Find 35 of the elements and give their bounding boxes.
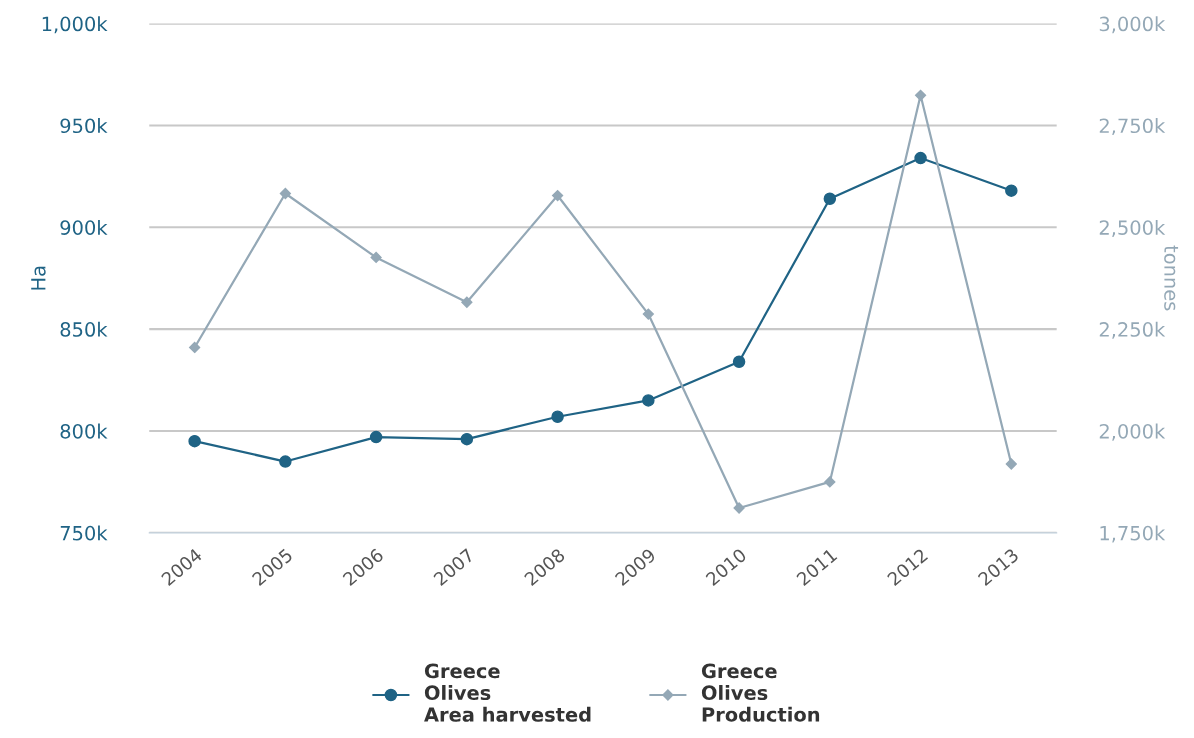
y2-axis-title: tonnes bbox=[1164, 245, 1179, 311]
point bbox=[369, 430, 383, 444]
y-tick-label: 800k bbox=[60, 423, 108, 439]
point bbox=[642, 308, 654, 320]
point bbox=[642, 394, 655, 407]
y2-tick-label: 1,750k bbox=[1100, 525, 1166, 543]
point bbox=[279, 455, 292, 468]
y2-tick-label: 2,250k bbox=[1099, 321, 1166, 339]
y-tick-label: 850k bbox=[60, 321, 108, 337]
y-tick-label: 900k bbox=[60, 219, 108, 235]
point bbox=[914, 89, 927, 101]
legend-label: Greece Olives Area harvested bbox=[424, 663, 591, 722]
y2-tick-label: 2,000k bbox=[1099, 423, 1166, 441]
point bbox=[1005, 458, 1017, 470]
point bbox=[551, 410, 564, 423]
point bbox=[732, 355, 746, 368]
point bbox=[460, 432, 474, 446]
y2-tick-label: 3,000k bbox=[1099, 16, 1166, 34]
point bbox=[279, 187, 291, 200]
y2-tick-label: 2,500k bbox=[1099, 219, 1166, 237]
y-axis-title: Ha bbox=[31, 266, 46, 290]
point bbox=[370, 251, 382, 264]
point bbox=[188, 434, 201, 448]
legend-label: Greece Olives Production bbox=[701, 663, 820, 722]
y-tick-label: 950k bbox=[60, 118, 108, 134]
y2-tick-label: 2,750k bbox=[1099, 118, 1166, 136]
point bbox=[189, 341, 201, 354]
point bbox=[1005, 184, 1018, 197]
y-tick-label: 750k bbox=[60, 525, 108, 541]
point bbox=[461, 296, 473, 308]
point bbox=[551, 189, 564, 202]
point bbox=[823, 192, 837, 206]
point bbox=[914, 151, 927, 165]
y-tick-label: 1,000k bbox=[42, 16, 108, 34]
point bbox=[824, 476, 836, 488]
